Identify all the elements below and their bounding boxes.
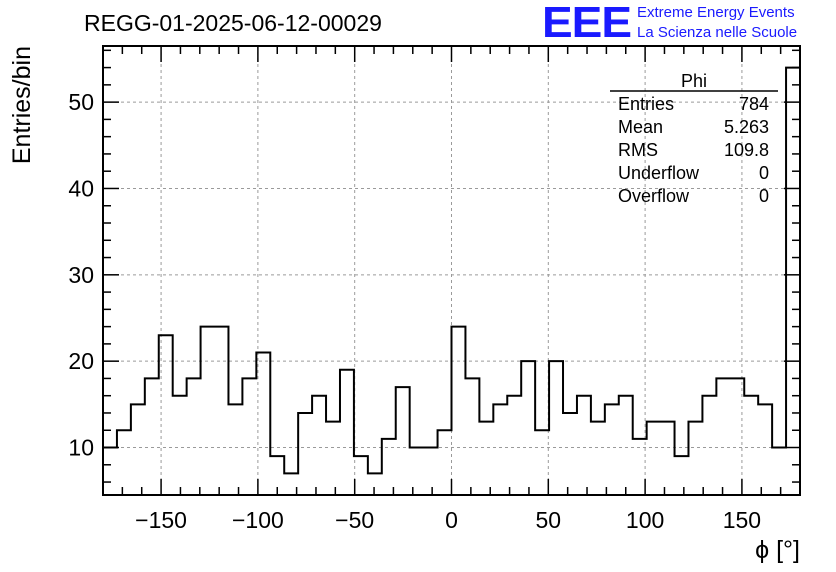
stats-label-overflow: Overflow [618,186,690,206]
x-tick-label: 0 [445,507,458,533]
stats-value-overflow: 0 [759,186,769,206]
x-tick-labels: −150 −100 −50 0 50 100 150 [135,507,761,533]
x-tick-label: −150 [135,507,187,533]
stats-box-title: Phi [681,71,707,91]
stats-value-entries: 784 [739,94,769,114]
y-tick-label: 10 [68,435,94,461]
y-tick-label: 50 [68,89,94,115]
run-title: REGG-01-2025-06-12-00029 [84,10,382,36]
x-tick-label: 50 [536,507,562,533]
stats-value-underflow: 0 [759,163,769,183]
logo-line-2: La Scienza nelle Scuole [637,24,798,41]
ticks-layer [103,46,800,495]
stats-value-rms: 109.8 [724,140,769,160]
stats-label-entries: Entries [618,94,674,114]
histogram-line [103,66,800,475]
stats-label-rms: RMS [618,140,658,160]
x-tick-label: 100 [626,507,664,533]
stats-box: Phi Entries 784 Mean 5.263 RMS 109.8 Und… [610,71,778,206]
stats-value-mean: 5.263 [724,117,769,137]
x-tick-label: −100 [232,507,284,533]
y-tick-label: 20 [68,348,94,374]
stats-label-mean: Mean [618,117,663,137]
eee-logo: EEE [542,0,632,47]
y-tick-label: 30 [68,262,94,288]
y-tick-label: 40 [68,175,94,201]
y-tick-labels: 10 20 30 40 50 [68,89,94,460]
x-axis-title: ϕ [°] [755,536,800,564]
x-tick-label: −50 [335,507,374,533]
y-axis-title: Entries/bin [8,46,36,164]
logo-line-1: Extreme Energy Events [637,4,795,21]
plot-frame [102,45,801,496]
stats-label-underflow: Underflow [618,163,700,183]
x-tick-label: 150 [723,507,761,533]
